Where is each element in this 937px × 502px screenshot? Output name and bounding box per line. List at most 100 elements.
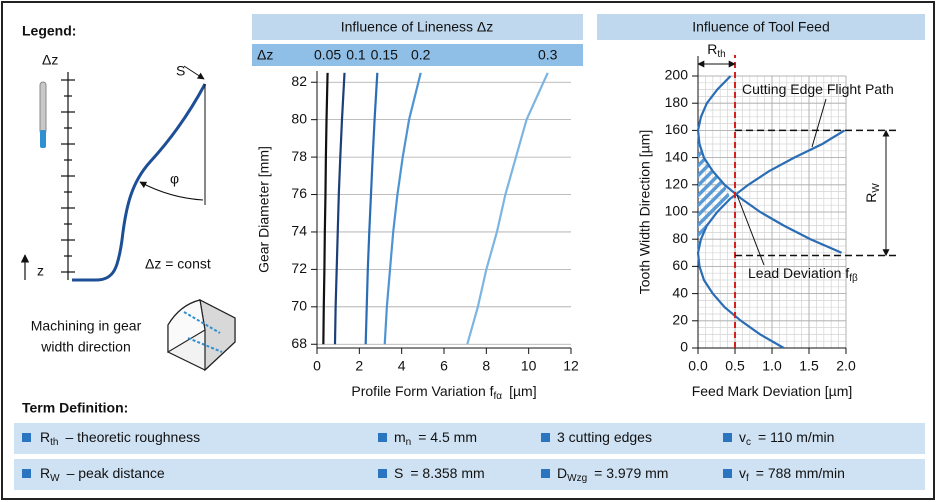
y-axis-label: Tooth Width Direction [µm] — [637, 130, 653, 294]
y-tick-label: 40 — [672, 284, 688, 300]
legend-title: Δz — [257, 47, 273, 63]
term-text-part: = 788 mm/min — [756, 465, 845, 481]
annotation: Lead Deviation ffβ — [748, 265, 858, 284]
y-tick-label: 70 — [291, 298, 307, 314]
y-tick-label: 140 — [665, 148, 689, 164]
term-text: mn = 4.5 mm — [394, 429, 477, 448]
terms-row — [14, 459, 925, 490]
x-tick-label: 1.5 — [799, 358, 819, 374]
y-tick-label: 200 — [665, 67, 689, 83]
terms-row — [14, 423, 925, 454]
x-tick-label: 2 — [355, 358, 363, 374]
legend-axis — [20, 72, 75, 280]
y-tick-label: 80 — [672, 230, 688, 246]
y-tick-label: 72 — [291, 260, 307, 276]
x-tick-label: 12 — [563, 358, 579, 374]
x-tick-label: 6 — [440, 358, 448, 374]
term-text: Rth – theoretic roughness — [40, 429, 200, 448]
bullet — [22, 469, 31, 478]
bullet — [378, 433, 387, 442]
x-axis-label-part: [µm] — [509, 383, 537, 399]
legend-dz: Δz — [42, 52, 58, 68]
term-text-part: R — [40, 429, 50, 445]
y-tick-label: 82 — [291, 73, 307, 89]
term-text-part: m — [394, 429, 406, 445]
term-text-part: = 4.5 mm — [418, 429, 477, 445]
y-tick-label: 68 — [291, 335, 307, 351]
annotation-part: Lead Deviation f — [748, 265, 849, 281]
bullet — [723, 433, 732, 442]
term-text-part: Wzg — [567, 473, 587, 484]
r-th-label-part: R — [707, 41, 717, 57]
term-text: vf = 788 mm/min — [739, 465, 845, 484]
legend-title: Legend: — [22, 23, 76, 39]
legend-machining: Machining in gear — [31, 318, 142, 334]
r-th-label: Rth — [707, 41, 725, 60]
legend-s: S — [176, 63, 185, 79]
x-tick-label: 4 — [398, 358, 406, 374]
chart-title-band — [597, 14, 925, 40]
term-text-part: S — [394, 465, 403, 481]
r-w-label: RW — [863, 183, 882, 203]
x-tick-label: 0.5 — [725, 358, 745, 374]
annotation-pointer — [811, 98, 827, 148]
term-text-part: c — [746, 437, 751, 448]
legend-label: 0.3 — [538, 47, 558, 63]
legend-label: 0.1 — [346, 47, 366, 63]
y-tick-label: 60 — [672, 257, 688, 273]
y-tick-label: 160 — [665, 121, 689, 137]
term-text-part: n — [406, 437, 412, 448]
series-line — [696, 75, 843, 254]
bullet — [378, 469, 387, 478]
term-text-part: D — [557, 465, 567, 481]
y-tick-label: 76 — [291, 185, 307, 201]
x-tick-label: 2.0 — [836, 358, 856, 374]
term-text-part: = 3.979 mm — [594, 465, 668, 481]
series-line — [364, 72, 379, 345]
legend-curve — [72, 83, 207, 282]
legend-dz-const: Δz = const — [145, 256, 211, 272]
term-text-part: – peak distance — [67, 465, 165, 481]
term-text-part: th — [50, 437, 58, 448]
term-text-part: = 110 m/min — [758, 429, 834, 445]
term-text-part: 3 cutting edges — [557, 429, 652, 445]
bullet — [22, 433, 31, 442]
series-line — [322, 72, 329, 345]
legend-z: z — [37, 263, 44, 279]
chart-title: Influence of Tool Feed — [692, 19, 830, 35]
term-text-part: v — [739, 465, 746, 481]
x-tick-label: 10 — [521, 358, 537, 374]
legend-label: 0.2 — [411, 47, 431, 63]
x-axis-label: Profile Form Variation ffα [µm] — [351, 383, 536, 402]
y-tick-label: 80 — [291, 110, 307, 126]
terms-title: Term Definition: — [22, 400, 128, 416]
y-tick-label: 20 — [672, 312, 688, 328]
term-text: vc = 110 m/min — [739, 429, 834, 448]
x-tick-label: 0 — [313, 358, 321, 374]
annotation-pointer — [736, 194, 765, 266]
term-text-part: W — [50, 473, 60, 484]
x-axis-label-part: Feed Mark Deviation [µm] — [692, 383, 853, 399]
bullet — [541, 433, 550, 442]
legend-band — [252, 44, 583, 66]
annotation-part: fβ — [849, 273, 858, 284]
x-axis-label-part: Profile Form Variation f — [351, 383, 493, 399]
y-tick-label: 120 — [665, 176, 689, 192]
r-th-label-part: th — [717, 49, 725, 60]
series-line — [383, 72, 422, 345]
x-tick-label: 0.0 — [688, 358, 708, 374]
bullet — [723, 469, 732, 478]
term-text-part: = 8.358 mm — [410, 465, 484, 481]
y-tick-label: 180 — [665, 94, 689, 110]
x-tick-label: 1.0 — [762, 358, 782, 374]
y-axis-label: Gear Diameter [mm] — [256, 146, 272, 273]
r-w-label-part: R — [863, 193, 879, 203]
chart-title: Influence of Lineness Δz — [341, 19, 494, 35]
y-tick-label: 74 — [291, 223, 307, 239]
term-text: DWzg = 3.979 mm — [557, 465, 668, 484]
series-line — [696, 129, 846, 349]
series-line — [333, 72, 346, 345]
term-text-part: v — [739, 429, 746, 445]
